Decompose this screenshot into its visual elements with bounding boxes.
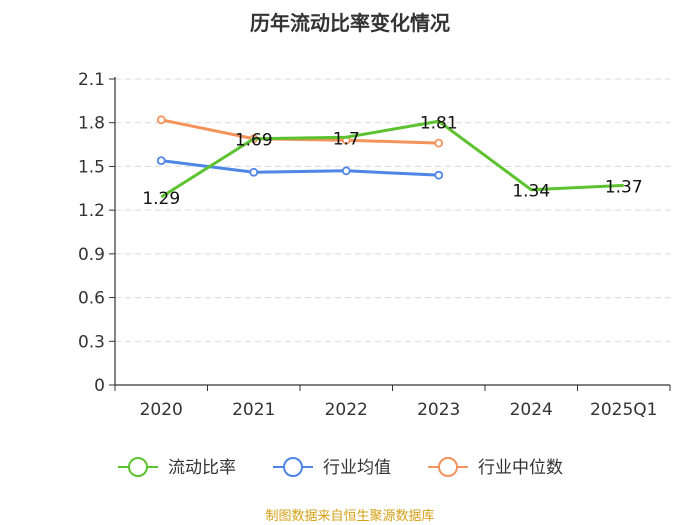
y-tick-label: 1.2 — [78, 201, 105, 221]
series-lines — [156, 115, 624, 199]
data-point[interactable] — [341, 166, 351, 176]
series-1 — [156, 156, 444, 180]
x-tick-label: 2020 — [140, 400, 183, 420]
data-point[interactable] — [249, 167, 259, 177]
legend-marker-icon — [128, 457, 148, 477]
x-tick-label: 2022 — [325, 400, 368, 420]
legend-item[interactable]: 行业均值 — [273, 457, 391, 478]
legend-marker-icon — [438, 457, 458, 477]
series-line — [161, 159, 439, 177]
data-label: 1.7 — [333, 129, 360, 149]
series-2 — [156, 115, 444, 148]
legend-label: 流动比率 — [168, 458, 236, 478]
data-label: 1.69 — [235, 131, 273, 151]
grid-lines — [115, 78, 670, 342]
y-tick-label: 0 — [94, 376, 105, 396]
x-tick-label: 2023 — [417, 400, 460, 420]
legend-label: 行业均值 — [323, 458, 391, 478]
data-point[interactable] — [156, 156, 166, 166]
legend-label: 行业中位数 — [478, 458, 563, 478]
y-tick-label: 1.5 — [78, 157, 105, 177]
data-label: 1.34 — [512, 182, 550, 202]
data-label: 1.81 — [420, 113, 458, 133]
x-tick-label: 2024 — [510, 400, 553, 420]
series-line — [160, 118, 439, 145]
legend-marker-icon — [283, 457, 303, 477]
series-0 — [160, 119, 624, 199]
x-tick-label: 2021 — [232, 400, 275, 420]
data-label: 1.29 — [142, 189, 180, 209]
y-tick-label: 1.8 — [78, 114, 105, 134]
y-tick-label: 0.6 — [78, 289, 105, 309]
data-point[interactable] — [156, 115, 166, 125]
chart-title: 历年流动比率变化情况 — [250, 11, 450, 35]
legend-item[interactable]: 流动比率 — [118, 457, 236, 478]
y-tick-label: 2.1 — [78, 70, 105, 90]
x-tick-label: 2025Q1 — [590, 400, 657, 420]
source-note: 制图数据来自恒生聚源数据库 — [265, 508, 434, 524]
series-line — [160, 119, 624, 199]
y-tick-label: 0.3 — [78, 332, 105, 352]
data-labels: 1.29 1.69 1.7 1.81 1.34 1.37 — [142, 113, 642, 209]
data-label: 1.37 — [605, 177, 643, 197]
data-point[interactable] — [434, 138, 444, 148]
legend: 流动比率 行业均值 行业中位数 — [118, 457, 563, 478]
axes: 0 0.3 0.6 0.9 1.2 1.5 1.8 2.1 2020 2021 2022 2023 20… — [78, 70, 671, 420]
data-point[interactable] — [434, 170, 444, 180]
legend-item[interactable]: 行业中位数 — [428, 457, 563, 478]
y-tick-label: 0.9 — [78, 245, 105, 265]
